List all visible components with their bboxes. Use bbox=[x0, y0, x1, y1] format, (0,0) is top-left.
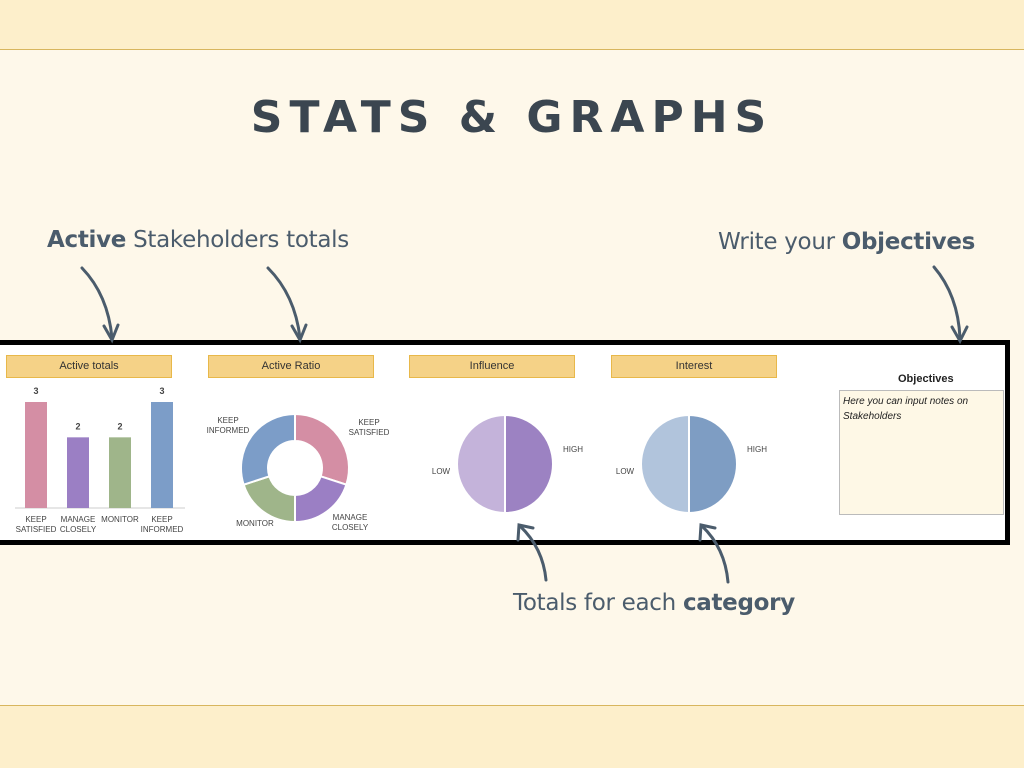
annotation-bold: Objectives bbox=[841, 229, 976, 255]
annotation-category: Totals for each category bbox=[513, 590, 795, 616]
arrow-icon bbox=[80, 266, 114, 340]
header-interest: Interest bbox=[611, 355, 777, 378]
annotation-active-totals: Active Stakeholders totals bbox=[47, 227, 349, 253]
objectives-textbox[interactable]: Here you can input notes on Stakeholders bbox=[839, 390, 1004, 515]
annotation-text: Write your bbox=[718, 229, 842, 255]
annotation-bold: Active bbox=[47, 227, 127, 253]
arrow-icon bbox=[932, 265, 962, 340]
arrow-icon bbox=[102, 323, 120, 344]
header-influence: Influence bbox=[409, 355, 575, 378]
annotation-objectives: Write your Objectives bbox=[718, 229, 975, 255]
annotation-text: Stakeholders totals bbox=[126, 227, 349, 253]
arrow-icon bbox=[266, 266, 302, 340]
annotation-bold: category bbox=[682, 590, 795, 616]
header-active-ratio: Active Ratio bbox=[208, 355, 374, 378]
objectives-title: Objectives bbox=[898, 373, 954, 385]
top-band bbox=[0, 0, 1024, 50]
annotation-text: Totals for each bbox=[513, 590, 683, 616]
bottom-band bbox=[0, 705, 1024, 768]
arrow-icon bbox=[290, 323, 308, 344]
arrow-icon bbox=[950, 325, 969, 345]
header-active-totals: Active totals bbox=[6, 355, 172, 378]
page-title: STATS & GRAPHS bbox=[250, 92, 774, 143]
